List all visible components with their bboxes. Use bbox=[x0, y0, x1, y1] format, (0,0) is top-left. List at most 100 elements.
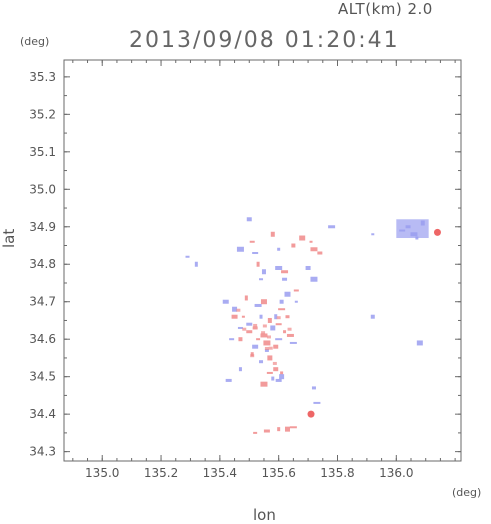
positive-echo-mark bbox=[261, 331, 266, 335]
negative-echo-mark bbox=[311, 386, 316, 390]
negative-echo-mark bbox=[415, 236, 419, 240]
negative-echo-mark bbox=[238, 367, 242, 372]
negative-echo-mark bbox=[232, 306, 238, 312]
hotspot-mark bbox=[307, 410, 315, 418]
negative-echo-mark bbox=[370, 314, 375, 319]
negative-echo-mark bbox=[275, 338, 283, 341]
negative-echo-mark bbox=[284, 291, 291, 297]
y-tick-label: 35.2 bbox=[29, 107, 56, 121]
y-tick-label: 34.8 bbox=[29, 257, 56, 271]
positive-echo-mark bbox=[276, 316, 281, 320]
x-axis-ticks: 135.0 135.2 135.4 135.6 135.8 136.0 bbox=[72, 60, 456, 480]
negative-echo-mark bbox=[279, 299, 284, 304]
positive-echo-mark bbox=[236, 308, 241, 312]
positive-echo-mark bbox=[252, 326, 258, 330]
positive-echo-mark bbox=[275, 323, 282, 326]
negative-echo-mark bbox=[246, 322, 253, 326]
positive-echo-mark bbox=[256, 338, 261, 341]
negative-echo-mark bbox=[270, 325, 276, 331]
negative-echo-mark bbox=[259, 278, 264, 281]
negative-echo-mark bbox=[259, 360, 264, 364]
positive-echo-mark bbox=[272, 361, 277, 365]
negative-echo-mark bbox=[328, 225, 336, 229]
positive-echo-mark bbox=[283, 330, 287, 334]
negative-echo-mark bbox=[282, 277, 288, 281]
x-tick-label: 135.2 bbox=[144, 466, 178, 480]
positive-echo-mark bbox=[253, 431, 258, 434]
positive-echo-mark bbox=[289, 426, 297, 429]
negative-echo-mark bbox=[229, 338, 235, 341]
negative-echo-mark bbox=[277, 247, 281, 251]
positive-echo-mark bbox=[260, 333, 268, 338]
positive-echo-mark bbox=[285, 315, 290, 319]
x-axis-label: lon bbox=[253, 506, 276, 524]
positive-echo-mark bbox=[262, 324, 267, 328]
positive-echo-mark bbox=[278, 308, 286, 311]
positive-echo-mark bbox=[281, 270, 289, 274]
negative-echo-mark bbox=[294, 300, 298, 303]
negative-echo-mark bbox=[237, 326, 243, 329]
x-tick-label: 135.4 bbox=[203, 466, 237, 480]
negative-echo-mark bbox=[416, 340, 423, 346]
positive-echo-mark bbox=[266, 371, 273, 374]
negative-echo-mark bbox=[194, 261, 198, 267]
negative-echo-mark bbox=[185, 255, 190, 258]
positive-echo-mark bbox=[270, 231, 275, 237]
positive-echo-mark bbox=[293, 289, 299, 292]
y-tick-label: 35.3 bbox=[29, 70, 56, 84]
positive-echo-mark bbox=[310, 247, 318, 252]
positive-echo-mark bbox=[260, 299, 267, 305]
negative-echo-mark bbox=[259, 314, 263, 319]
positive-echo-mark bbox=[263, 429, 270, 433]
positive-echo-mark bbox=[253, 323, 258, 327]
y-tick-label: 34.5 bbox=[29, 370, 56, 384]
positive-echo-mark bbox=[267, 317, 272, 323]
y-tick-label: 34.3 bbox=[29, 445, 56, 459]
x-tick-label: 135.0 bbox=[85, 466, 119, 480]
positive-echo-mark bbox=[277, 427, 281, 432]
positive-echo-mark bbox=[244, 295, 248, 301]
data-marks bbox=[185, 217, 441, 434]
positive-echo-mark bbox=[260, 381, 268, 387]
negative-echo-mark bbox=[289, 341, 297, 344]
negative-echo-mark bbox=[236, 246, 244, 252]
negative-echo-mark bbox=[246, 217, 252, 222]
positive-echo-mark bbox=[268, 346, 273, 350]
positive-echo-mark bbox=[273, 367, 279, 372]
y-tick-label: 35.1 bbox=[29, 145, 56, 159]
timestamp-title: 2013/09/08 01:20:41 bbox=[129, 28, 400, 53]
positive-echo-mark bbox=[264, 346, 269, 350]
hotspot-mark bbox=[433, 228, 441, 236]
negative-echo-mark bbox=[275, 265, 283, 270]
negative-echo-mark bbox=[222, 299, 229, 304]
negative-echo-block bbox=[396, 219, 429, 239]
positive-echo-mark bbox=[286, 333, 294, 337]
positive-echo-mark bbox=[317, 251, 323, 255]
positive-echo-mark bbox=[287, 327, 292, 331]
positive-echo-mark bbox=[256, 261, 260, 267]
negative-echo-mark bbox=[252, 344, 259, 349]
x-tick-label: 135.8 bbox=[320, 466, 354, 480]
y-tick-label: 34.7 bbox=[29, 295, 56, 309]
positive-echo-mark bbox=[263, 340, 271, 346]
positive-echo-mark bbox=[231, 314, 238, 319]
positive-echo-mark bbox=[284, 426, 290, 432]
negative-echo-mark bbox=[254, 303, 262, 307]
negative-echo-mark bbox=[271, 376, 275, 381]
y-axis-unit: (deg) bbox=[20, 35, 50, 48]
negative-echo-mark bbox=[275, 378, 282, 382]
y-tick-label: 34.9 bbox=[29, 220, 56, 234]
negative-echo-mark bbox=[279, 374, 285, 380]
altitude-label: ALT(km) 2.0 bbox=[338, 0, 433, 18]
positive-echo-mark bbox=[249, 240, 255, 243]
positive-echo-mark bbox=[250, 354, 255, 358]
positive-echo-mark bbox=[242, 327, 247, 331]
negative-echo-mark bbox=[264, 348, 269, 352]
negative-echo-mark bbox=[261, 269, 266, 275]
y-tick-label: 35.0 bbox=[29, 182, 56, 196]
negative-echo-mark bbox=[274, 314, 278, 320]
negative-echo-mark bbox=[313, 401, 321, 404]
x-tick-label: 136.0 bbox=[379, 466, 413, 480]
positive-echo-mark bbox=[273, 344, 279, 349]
